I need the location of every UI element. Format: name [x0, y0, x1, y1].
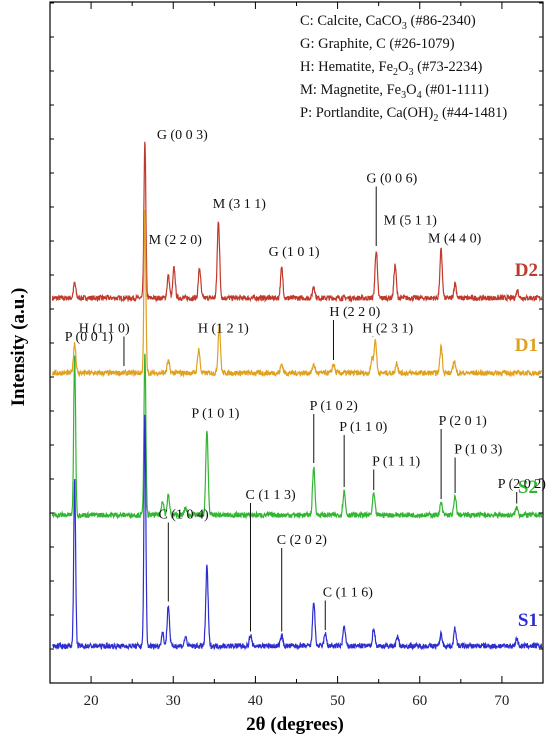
peak-label: M (5 1 1): [384, 214, 438, 229]
peak-label: C (2 0 2): [277, 533, 328, 548]
x-tick-label: 40: [248, 693, 263, 709]
peak-label: C (1 1 6): [323, 586, 374, 601]
legend-entry: M: Magnetite, Fe3O4 (#01-1111): [300, 82, 489, 101]
x-tick-label: 60: [412, 693, 427, 709]
peak-label: P (0 0 1): [65, 330, 113, 345]
series-label-s2: S2: [518, 477, 538, 498]
legend: C: Calcite, CaCO3 (#86-2340) G: Graphite,…: [300, 13, 507, 124]
peak-label: H (1 1 0): [79, 322, 130, 337]
x-tick-label: 50: [330, 693, 345, 709]
peak-label: P (1 0 2): [310, 399, 358, 414]
series-label-d1: D1: [515, 335, 538, 356]
series-layer: D2 D1 S2 S1: [51, 141, 543, 651]
x-tick-label: 70: [494, 693, 509, 709]
x-tick-label: 30: [166, 693, 181, 709]
peak-label: H (2 3 1): [362, 322, 413, 337]
peak-label: H (2 2 0): [329, 305, 380, 320]
legend-entry: P: Portlandite, Ca(OH)2 (#44-1481): [300, 105, 507, 124]
peak-label: G (1 0 1): [269, 245, 320, 260]
annotation-layer: G (0 0 3) M (2 2 0) M (3 1 1) G (1 0 1) G (0…: [65, 128, 546, 632]
peak-label: M (2 2 0): [149, 233, 203, 248]
peak-label: M (4 4 0): [428, 232, 482, 247]
legend-entry: G: Graphite, C (#26-1079): [300, 36, 455, 52]
series-line-s2: [51, 353, 543, 520]
series-line-d1: [51, 209, 543, 378]
peak-label: P (2 0 1): [439, 414, 487, 429]
peak-label: C (1 1 3): [246, 488, 297, 503]
series-line-d2: [51, 141, 543, 303]
peak-label: P (2 0 2): [498, 477, 546, 492]
legend-entry: H: Hematite, Fe2O3 (#73-2234): [300, 59, 483, 78]
x-axis-label: 2θ (degrees): [246, 714, 344, 735]
series-line-s1: [52, 414, 543, 651]
peak-label: P (1 0 1): [191, 407, 239, 422]
peak-label: H (1 2 1): [198, 322, 249, 337]
series-label-s1: S1: [518, 610, 538, 631]
axes: 20 30 40 50 60 70: [49, 1, 544, 709]
peak-label: G (0 0 3): [157, 128, 208, 143]
peak-label: P (1 1 0): [339, 420, 387, 435]
legend-entry: C: Calcite, CaCO3 (#86-2340): [300, 13, 476, 32]
peak-label: P (1 1 1): [372, 455, 420, 470]
peak-label: M (3 1 1): [213, 197, 267, 212]
x-tick-label: 20: [84, 693, 99, 709]
peak-label: P (1 0 3): [454, 443, 502, 458]
peak-label: C (1 0 4): [158, 508, 209, 523]
series-label-d2: D2: [515, 260, 538, 281]
y-axis-label: Intensity (a.u.): [8, 288, 29, 407]
peak-label: G (0 0 6): [366, 172, 417, 187]
